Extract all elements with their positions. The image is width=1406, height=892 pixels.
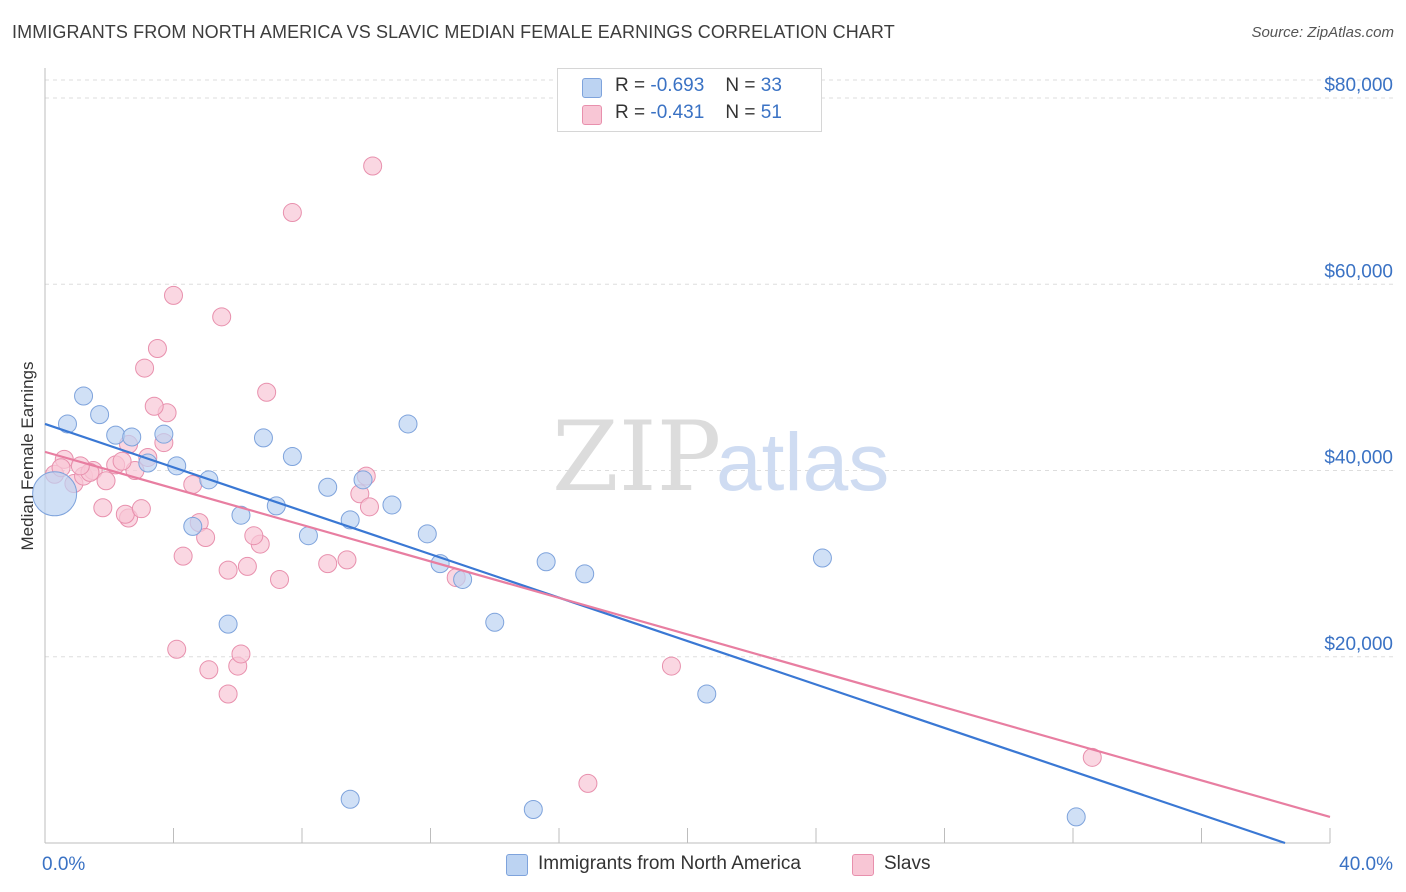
legend-swatch-slavs bbox=[852, 854, 874, 876]
slavs-point bbox=[363, 156, 383, 176]
immigrants-point bbox=[523, 799, 543, 819]
slavs-point bbox=[231, 644, 251, 664]
slavs-point bbox=[237, 556, 257, 576]
immigrants-point bbox=[154, 424, 174, 444]
immigrants-point bbox=[536, 552, 556, 572]
n-label: N = bbox=[725, 102, 756, 123]
slavs-point bbox=[199, 660, 219, 680]
y-tick-label: $20,000 bbox=[1324, 634, 1393, 655]
correlation-stats: R = -0.693 N = 33 R = -0.431 N = 51 bbox=[557, 68, 822, 132]
tick-labels: $20,000 $40,000 $60,000 $80,000 0.0% 40.0% bbox=[42, 75, 1393, 875]
slavs-point bbox=[93, 498, 113, 518]
immigrants-point bbox=[575, 564, 595, 584]
immigrants-point bbox=[231, 505, 251, 525]
y-tick-label: $40,000 bbox=[1324, 448, 1393, 469]
slavs-point bbox=[183, 474, 203, 494]
immigrants-point bbox=[253, 428, 273, 448]
n-value: 51 bbox=[760, 102, 782, 123]
immigrants-trend-line bbox=[44, 422, 1286, 845]
immigrants-point bbox=[398, 414, 418, 434]
immigrants-point bbox=[74, 386, 94, 406]
slavs-point bbox=[112, 451, 132, 471]
stat-swatch-slavs bbox=[582, 105, 602, 125]
x-tick-label-max: 40.0% bbox=[1339, 854, 1393, 875]
immigrants-point bbox=[138, 453, 158, 473]
immigrants-points bbox=[32, 386, 1086, 827]
y-tick-label: $80,000 bbox=[1324, 75, 1393, 96]
slavs-points bbox=[45, 156, 1102, 793]
r-label: R = bbox=[615, 102, 646, 123]
immigrants-point bbox=[382, 495, 402, 515]
immigrants-point bbox=[57, 414, 77, 434]
immigrants-point bbox=[32, 471, 78, 517]
watermark-zip: ZIP bbox=[552, 401, 721, 513]
immigrants-point bbox=[417, 524, 437, 544]
immigrants-point bbox=[122, 427, 142, 447]
chart-title: IMMIGRANTS FROM NORTH AMERICA VS SLAVIC … bbox=[12, 22, 895, 42]
r-label: R = bbox=[615, 75, 646, 96]
slavs-point bbox=[282, 203, 302, 223]
slavs-point bbox=[244, 526, 264, 546]
stat-swatch-immigrants bbox=[582, 78, 602, 98]
immigrants-point bbox=[353, 470, 373, 490]
immigrants-point bbox=[218, 614, 238, 634]
slavs-point bbox=[135, 358, 155, 378]
legend-label: Immigrants from North America bbox=[538, 853, 801, 874]
slavs-point bbox=[257, 382, 277, 402]
immigrants-point bbox=[1066, 807, 1086, 827]
slavs-point bbox=[173, 546, 193, 566]
n-value: 33 bbox=[760, 75, 782, 96]
slavs-point bbox=[96, 471, 116, 491]
slavs-point bbox=[212, 307, 232, 327]
y-axis-label: Median Female Earnings bbox=[18, 361, 37, 551]
immigrants-point bbox=[318, 477, 338, 497]
trend-lines bbox=[44, 422, 1331, 845]
r-value: -0.431 bbox=[650, 102, 705, 123]
immigrants-point bbox=[106, 425, 126, 445]
legend-swatch-immigrants bbox=[506, 854, 528, 876]
source-note: Source: ZipAtlas.com bbox=[1251, 24, 1394, 41]
slavs-point bbox=[218, 560, 238, 580]
slavs-point bbox=[661, 656, 681, 676]
slavs-point bbox=[196, 528, 216, 548]
slavs-point bbox=[359, 497, 379, 517]
immigrants-point bbox=[697, 684, 717, 704]
x-tick-label-min: 0.0% bbox=[42, 854, 85, 875]
slavs-trend-line bbox=[44, 450, 1331, 818]
immigrants-point bbox=[812, 548, 832, 568]
slavs-point bbox=[578, 773, 598, 793]
r-value: -0.693 bbox=[650, 75, 705, 96]
immigrants-point bbox=[90, 405, 110, 425]
slavs-point bbox=[270, 569, 290, 589]
immigrants-point bbox=[340, 510, 360, 530]
immigrants-point bbox=[340, 789, 360, 809]
slavs-point bbox=[337, 550, 357, 570]
watermark: ZIP atlas bbox=[552, 401, 889, 513]
immigrants-point bbox=[183, 516, 203, 536]
watermark-atlas: atlas bbox=[716, 417, 889, 508]
slavs-point bbox=[167, 639, 187, 659]
slavs-point bbox=[164, 285, 183, 305]
immigrants-point bbox=[282, 447, 302, 467]
slavs-point bbox=[318, 554, 338, 574]
immigrants-point bbox=[485, 612, 505, 632]
slavs-point bbox=[115, 504, 135, 524]
slavs-point bbox=[144, 396, 164, 416]
slavs-point bbox=[147, 339, 167, 359]
n-label: N = bbox=[725, 75, 756, 96]
axis-layer bbox=[44, 68, 1331, 844]
slavs-point bbox=[218, 684, 238, 704]
slavs-point bbox=[131, 499, 151, 519]
y-tick-label: $60,000 bbox=[1324, 261, 1393, 282]
legend-label: Slavs bbox=[884, 853, 931, 874]
